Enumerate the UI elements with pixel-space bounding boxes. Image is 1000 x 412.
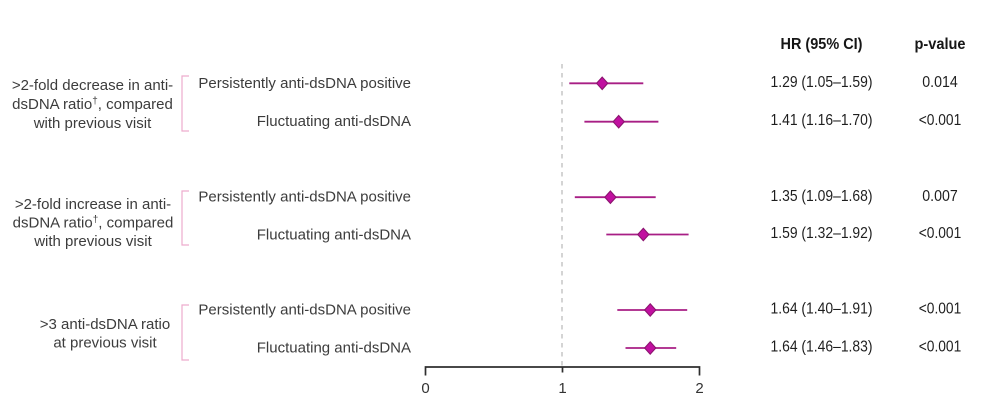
svg-text:0.007: 0.007	[922, 188, 958, 205]
svg-text:at previous visit: at previous visit	[53, 335, 157, 352]
svg-text:1.35 (1.09–1.68): 1.35 (1.09–1.68)	[771, 188, 873, 205]
svg-text:1.64 (1.46–1.83): 1.64 (1.46–1.83)	[771, 339, 873, 356]
svg-text:1.64 (1.40–1.91): 1.64 (1.40–1.91)	[771, 301, 873, 318]
svg-text:>2-fold increase in anti-: >2-fold increase in anti-	[15, 196, 171, 213]
svg-text:p-value: p-value	[915, 36, 966, 53]
svg-text:Fluctuating anti-dsDNA: Fluctuating anti-dsDNA	[257, 340, 411, 357]
svg-text:dsDNA ratio†, compared: dsDNA ratio†, compared	[12, 96, 173, 113]
svg-text:Fluctuating anti-dsDNA: Fluctuating anti-dsDNA	[257, 113, 411, 130]
svg-text:<0.001: <0.001	[919, 339, 962, 356]
svg-text:HR (95% CI): HR (95% CI)	[781, 36, 863, 53]
svg-text:>3 anti-dsDNA ratio: >3 anti-dsDNA ratio	[40, 316, 170, 333]
svg-text:1.29 (1.05–1.59): 1.29 (1.05–1.59)	[771, 74, 873, 91]
svg-text:0: 0	[421, 380, 429, 397]
svg-text:1: 1	[558, 380, 566, 397]
svg-text:2: 2	[695, 380, 703, 397]
svg-text:with previous visit: with previous visit	[33, 233, 152, 250]
svg-text:Persistently anti-dsDNA positi: Persistently anti-dsDNA positive	[198, 189, 411, 206]
svg-text:>2-fold decrease in anti-: >2-fold decrease in anti-	[12, 77, 173, 94]
svg-text:<0.001: <0.001	[919, 112, 962, 129]
svg-text:with previous visit: with previous visit	[33, 115, 152, 132]
svg-text:Persistently anti-dsDNA positi: Persistently anti-dsDNA positive	[198, 302, 411, 319]
svg-text:1.59 (1.32–1.92): 1.59 (1.32–1.92)	[771, 225, 873, 242]
svg-text:1.41 (1.16–1.70): 1.41 (1.16–1.70)	[771, 112, 873, 129]
svg-text:Persistently anti-dsDNA positi: Persistently anti-dsDNA positive	[198, 75, 411, 92]
svg-text:<0.001: <0.001	[919, 301, 962, 318]
svg-text:Fluctuating anti-dsDNA: Fluctuating anti-dsDNA	[257, 227, 411, 244]
svg-text:0.014: 0.014	[922, 74, 958, 91]
svg-text:<0.001: <0.001	[919, 225, 962, 242]
svg-text:dsDNA ratio†, compared: dsDNA ratio†, compared	[13, 215, 174, 232]
